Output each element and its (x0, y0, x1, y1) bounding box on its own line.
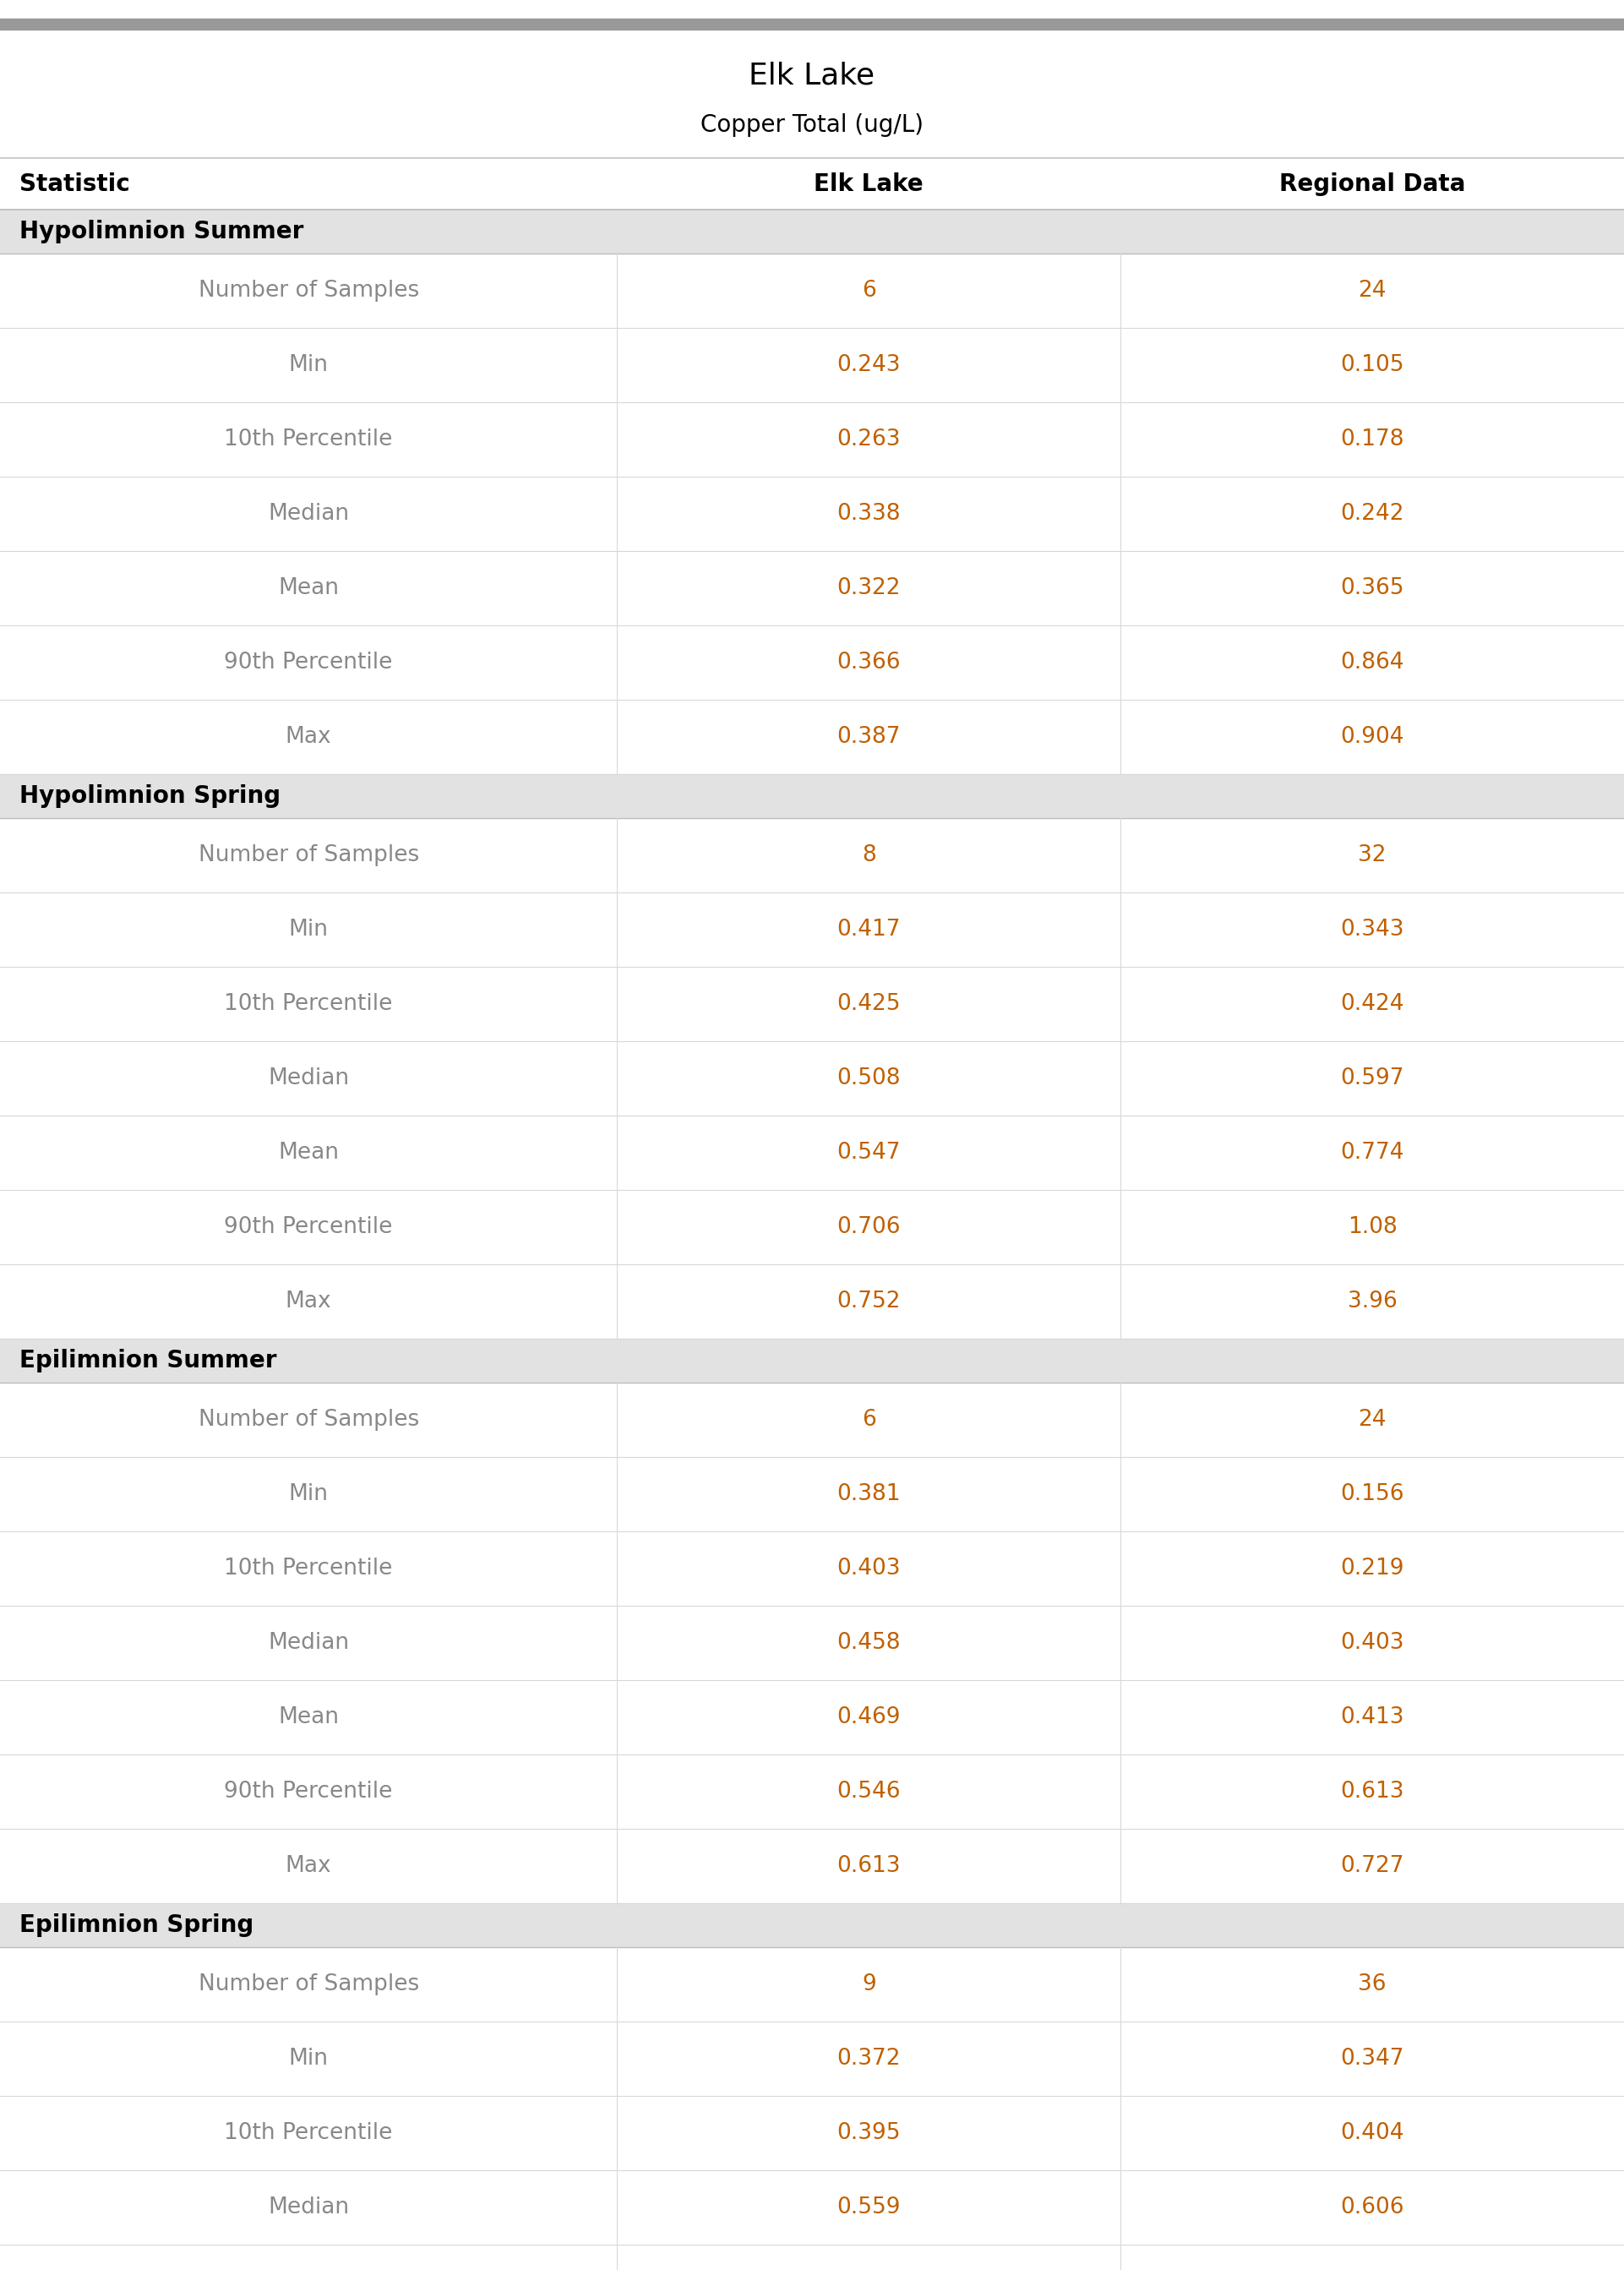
Text: 10th Percentile: 10th Percentile (224, 429, 393, 449)
Text: 0.904: 0.904 (1340, 726, 1405, 747)
Text: 0.559: 0.559 (836, 2197, 901, 2218)
Text: 0.372: 0.372 (836, 2048, 901, 2070)
Text: Median: Median (268, 2197, 349, 2218)
Text: 0.613: 0.613 (836, 1855, 901, 1877)
Text: 32: 32 (1358, 844, 1387, 867)
Text: Median: Median (268, 1067, 349, 1090)
Text: 0.338: 0.338 (836, 504, 901, 524)
Text: 0.752: 0.752 (836, 1292, 901, 1312)
Text: 36: 36 (1358, 1973, 1387, 1995)
Text: 8: 8 (862, 844, 875, 867)
Text: 0.706: 0.706 (836, 1217, 901, 1237)
Text: 6: 6 (862, 279, 875, 302)
Text: 0.365: 0.365 (1340, 577, 1405, 599)
Text: 0.322: 0.322 (836, 577, 901, 599)
Text: 0.417: 0.417 (836, 919, 901, 940)
Text: 24: 24 (1358, 1410, 1387, 1430)
Text: 0.864: 0.864 (1340, 651, 1405, 674)
Text: 10th Percentile: 10th Percentile (224, 1557, 393, 1580)
Text: 0.178: 0.178 (1340, 429, 1405, 449)
Text: 0.263: 0.263 (836, 429, 901, 449)
Text: 0.105: 0.105 (1340, 354, 1405, 377)
Text: Mean: Mean (278, 577, 339, 599)
Text: Median: Median (268, 504, 349, 524)
Text: Number of Samples: Number of Samples (198, 844, 419, 867)
Text: 0.469: 0.469 (836, 1707, 901, 1727)
Text: Number of Samples: Number of Samples (198, 279, 419, 302)
Text: 9: 9 (862, 1973, 875, 1995)
Text: 0.403: 0.403 (836, 1557, 901, 1580)
Text: 0.727: 0.727 (1340, 1855, 1405, 1877)
Text: Mean: Mean (278, 1707, 339, 1727)
Text: 90th Percentile: 90th Percentile (224, 1217, 393, 1237)
Text: Max: Max (286, 1855, 331, 1877)
Text: Epilimnion Summer: Epilimnion Summer (19, 1348, 276, 1373)
Text: Max: Max (286, 1292, 331, 1312)
Text: 0.347: 0.347 (1340, 2048, 1405, 2070)
Text: 0.425: 0.425 (836, 992, 901, 1015)
Text: Copper Total (ug/L): Copper Total (ug/L) (700, 114, 924, 136)
Text: Mean: Mean (278, 1142, 339, 1165)
Text: Min: Min (289, 919, 328, 940)
Text: 0.546: 0.546 (836, 1780, 901, 1802)
Text: Number of Samples: Number of Samples (198, 1973, 419, 1995)
Text: 0.774: 0.774 (1340, 1142, 1405, 1165)
Text: 0.242: 0.242 (1340, 504, 1405, 524)
Text: 0.219: 0.219 (1340, 1557, 1405, 1580)
Text: 10th Percentile: 10th Percentile (224, 2122, 393, 2145)
Text: Elk Lake: Elk Lake (749, 61, 875, 91)
Text: 0.424: 0.424 (1340, 992, 1405, 1015)
Text: 0.597: 0.597 (1340, 1067, 1405, 1090)
Text: Median: Median (268, 1632, 349, 1655)
Text: 0.343: 0.343 (1340, 919, 1405, 940)
Text: Elk Lake: Elk Lake (814, 173, 924, 195)
Text: 0.508: 0.508 (836, 1067, 901, 1090)
Text: 0.404: 0.404 (1340, 2122, 1405, 2145)
Text: 0.403: 0.403 (1340, 1632, 1405, 1655)
Text: Max: Max (286, 726, 331, 747)
Text: Min: Min (289, 1482, 328, 1505)
Text: 0.395: 0.395 (836, 2122, 901, 2145)
Text: Min: Min (289, 354, 328, 377)
Text: 3.96: 3.96 (1348, 1292, 1397, 1312)
Text: Regional Data: Regional Data (1280, 173, 1465, 195)
Text: 90th Percentile: 90th Percentile (224, 1780, 393, 1802)
Text: 0.606: 0.606 (1340, 2197, 1405, 2218)
Text: Number of Samples: Number of Samples (198, 1410, 419, 1430)
Text: 0.243: 0.243 (836, 354, 901, 377)
Text: 0.413: 0.413 (1340, 1707, 1405, 1727)
Text: 0.387: 0.387 (836, 726, 901, 747)
Text: Hypolimnion Spring: Hypolimnion Spring (19, 783, 281, 808)
Text: 0.366: 0.366 (836, 651, 901, 674)
Text: 0.381: 0.381 (836, 1482, 901, 1505)
Text: 24: 24 (1358, 279, 1387, 302)
Text: 10th Percentile: 10th Percentile (224, 992, 393, 1015)
Text: Epilimnion Spring: Epilimnion Spring (19, 1914, 253, 1936)
Text: 0.547: 0.547 (836, 1142, 901, 1165)
Text: 90th Percentile: 90th Percentile (224, 651, 393, 674)
Text: Statistic: Statistic (19, 173, 130, 195)
Text: 6: 6 (862, 1410, 875, 1430)
Text: Hypolimnion Summer: Hypolimnion Summer (19, 220, 304, 243)
Text: 1.08: 1.08 (1348, 1217, 1397, 1237)
Text: 0.156: 0.156 (1340, 1482, 1405, 1505)
Text: Min: Min (289, 2048, 328, 2070)
Text: 0.613: 0.613 (1340, 1780, 1405, 1802)
Text: 0.458: 0.458 (836, 1632, 901, 1655)
